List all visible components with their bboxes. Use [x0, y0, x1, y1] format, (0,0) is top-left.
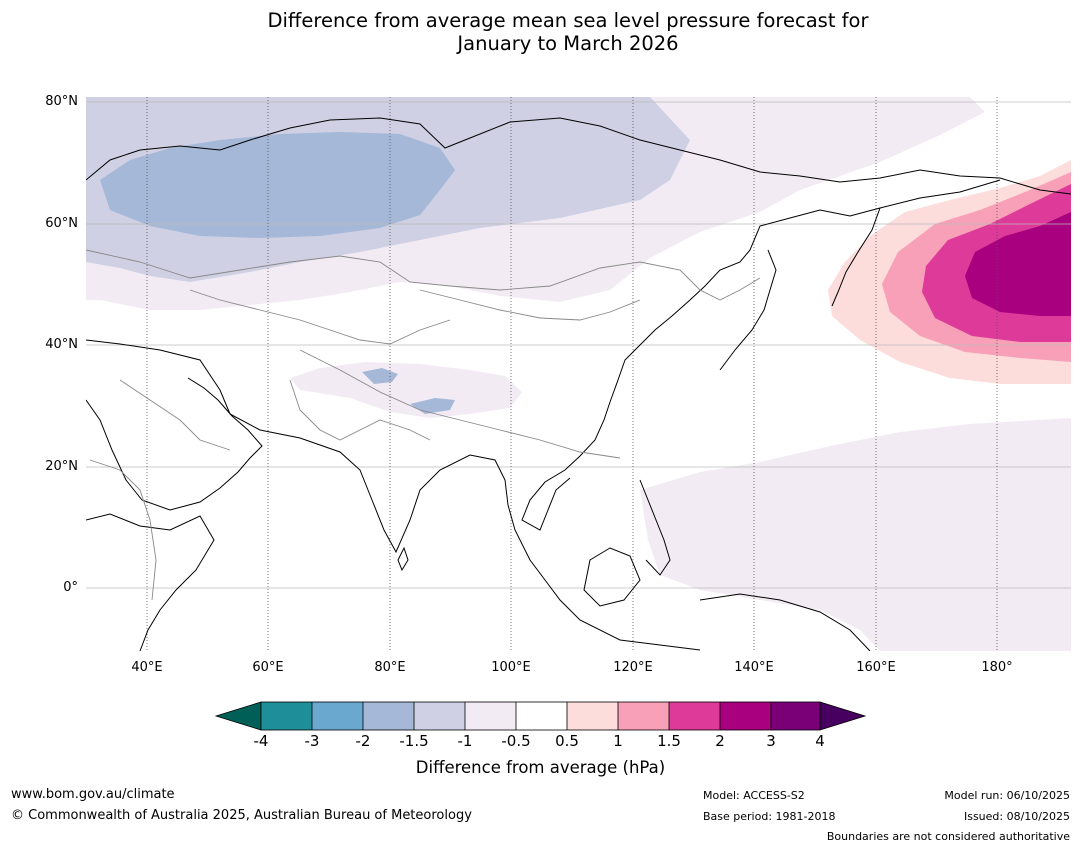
coast-sri-lanka	[397, 546, 409, 572]
colorbar-tick-7: 0.5	[555, 732, 579, 750]
lon-label-80e: 80°E	[374, 660, 406, 675]
coast-philippines	[639, 479, 671, 576]
colorbar-bin-4	[414, 702, 465, 730]
coast-arabia	[86, 377, 263, 511]
colorbar-tick-6: -0.5	[501, 732, 531, 750]
copyright-text: © Commonwealth of Australia 2025, Austra…	[11, 808, 472, 823]
boundary-central-asia	[189, 289, 451, 345]
colorbar-tick-4: -1.5	[399, 732, 429, 750]
model-name: Model: ACCESS-S2	[703, 789, 805, 802]
coast-kamchatka	[831, 207, 881, 307]
boundary-middle-east	[119, 379, 231, 451]
boundary-india	[289, 379, 431, 441]
lon-label-120e: 120°E	[613, 660, 653, 675]
colorbar-bin-7	[567, 702, 618, 730]
colorbar-tick-5: -1	[457, 732, 473, 750]
colorbar-tick-11: 3	[766, 732, 776, 750]
website-link[interactable]: www.bom.gov.au/climate	[11, 787, 175, 802]
colorbar-tick-2: -3	[304, 732, 320, 750]
lon-label-60e: 60°E	[252, 660, 284, 675]
colorbar-bin-11	[771, 702, 820, 730]
title-line-1: Difference from average mean sea level p…	[267, 9, 869, 32]
boundary-china-south	[299, 349, 621, 459]
lon-label-160e: 160°E	[856, 660, 896, 675]
latitude-gridlines	[86, 101, 1071, 589]
model-run-date: Model run: 06/10/2025	[944, 789, 1070, 802]
map-area: 80°N 60°N 40°N 20°N 0° 40°E 60°E 80°E 10…	[45, 94, 1071, 675]
issued-date: Issued: 08/10/2025	[963, 810, 1070, 823]
boundaries-disclaimer: Boundaries are not considered authoritat…	[826, 830, 1070, 843]
colorbar-dividers	[260, 701, 821, 731]
lat-label-40n: 40°N	[45, 337, 78, 352]
lat-label-equator: 0°	[63, 580, 78, 595]
colorbar-bin-3	[363, 702, 414, 730]
pressure-map	[86, 97, 1071, 651]
colorbar-bin-8	[618, 702, 669, 730]
lat-label-20n: 20°N	[45, 459, 78, 474]
lat-label-80n: 80°N	[45, 94, 78, 109]
lon-label-100e: 100°E	[491, 660, 531, 675]
colorbar-bin-10	[720, 702, 771, 730]
coast-eurasia-north	[86, 117, 1071, 195]
coast-south-asia	[86, 339, 701, 651]
coastlines	[86, 117, 1071, 651]
lon-label-40e: 40°E	[131, 660, 163, 675]
colorbar-bin-2	[312, 702, 363, 730]
colorbar-tick-8: 1	[613, 732, 623, 750]
longitude-gridlines	[146, 97, 998, 651]
colorbar-bin-5	[465, 702, 516, 730]
coast-new-guinea	[699, 593, 871, 651]
lon-label-140e: 140°E	[734, 660, 774, 675]
colorbar-tick-12: 4	[815, 732, 825, 750]
lat-label-60n: 60°N	[45, 216, 78, 231]
colorbar-extend-high	[819, 701, 867, 731]
boundary-africa	[89, 459, 157, 601]
boundary-russia-south	[86, 249, 761, 301]
colorbar-tick-10: 2	[715, 732, 725, 750]
boundary-mongolia	[419, 289, 641, 321]
anomaly-gt-2	[965, 212, 1071, 316]
base-period: Base period: 1981-2018	[703, 810, 836, 823]
colorbar-tick-9: 1.5	[657, 732, 681, 750]
coast-east-asia	[521, 179, 1001, 531]
coast-japan	[719, 249, 777, 371]
colorbar-tick-1: -4	[253, 732, 269, 750]
colorbar-tick-3: -2	[355, 732, 371, 750]
colorbar-bin-9	[669, 702, 720, 730]
title-line-2: January to March 2026	[457, 32, 679, 55]
lon-label-180: 180°	[981, 660, 1013, 675]
anomaly-lt-0.5-tibet	[290, 362, 522, 418]
colorbar-bin-6	[516, 702, 567, 730]
anomaly-lt-1.5	[100, 132, 455, 238]
country-boundaries	[86, 249, 761, 601]
coast-borneo	[583, 547, 641, 607]
colorbar-bin-1	[261, 702, 312, 730]
colorbar-extend-low	[214, 701, 262, 731]
coast-africa	[86, 513, 215, 651]
chart-title: Difference from average mean sea level p…	[0, 9, 1081, 55]
colorbar-label: Difference from average (hPa)	[415, 758, 666, 777]
anomaly-lt-1.5-tibet	[362, 368, 398, 384]
anomaly-lt-0.5-pacific	[640, 418, 1071, 651]
